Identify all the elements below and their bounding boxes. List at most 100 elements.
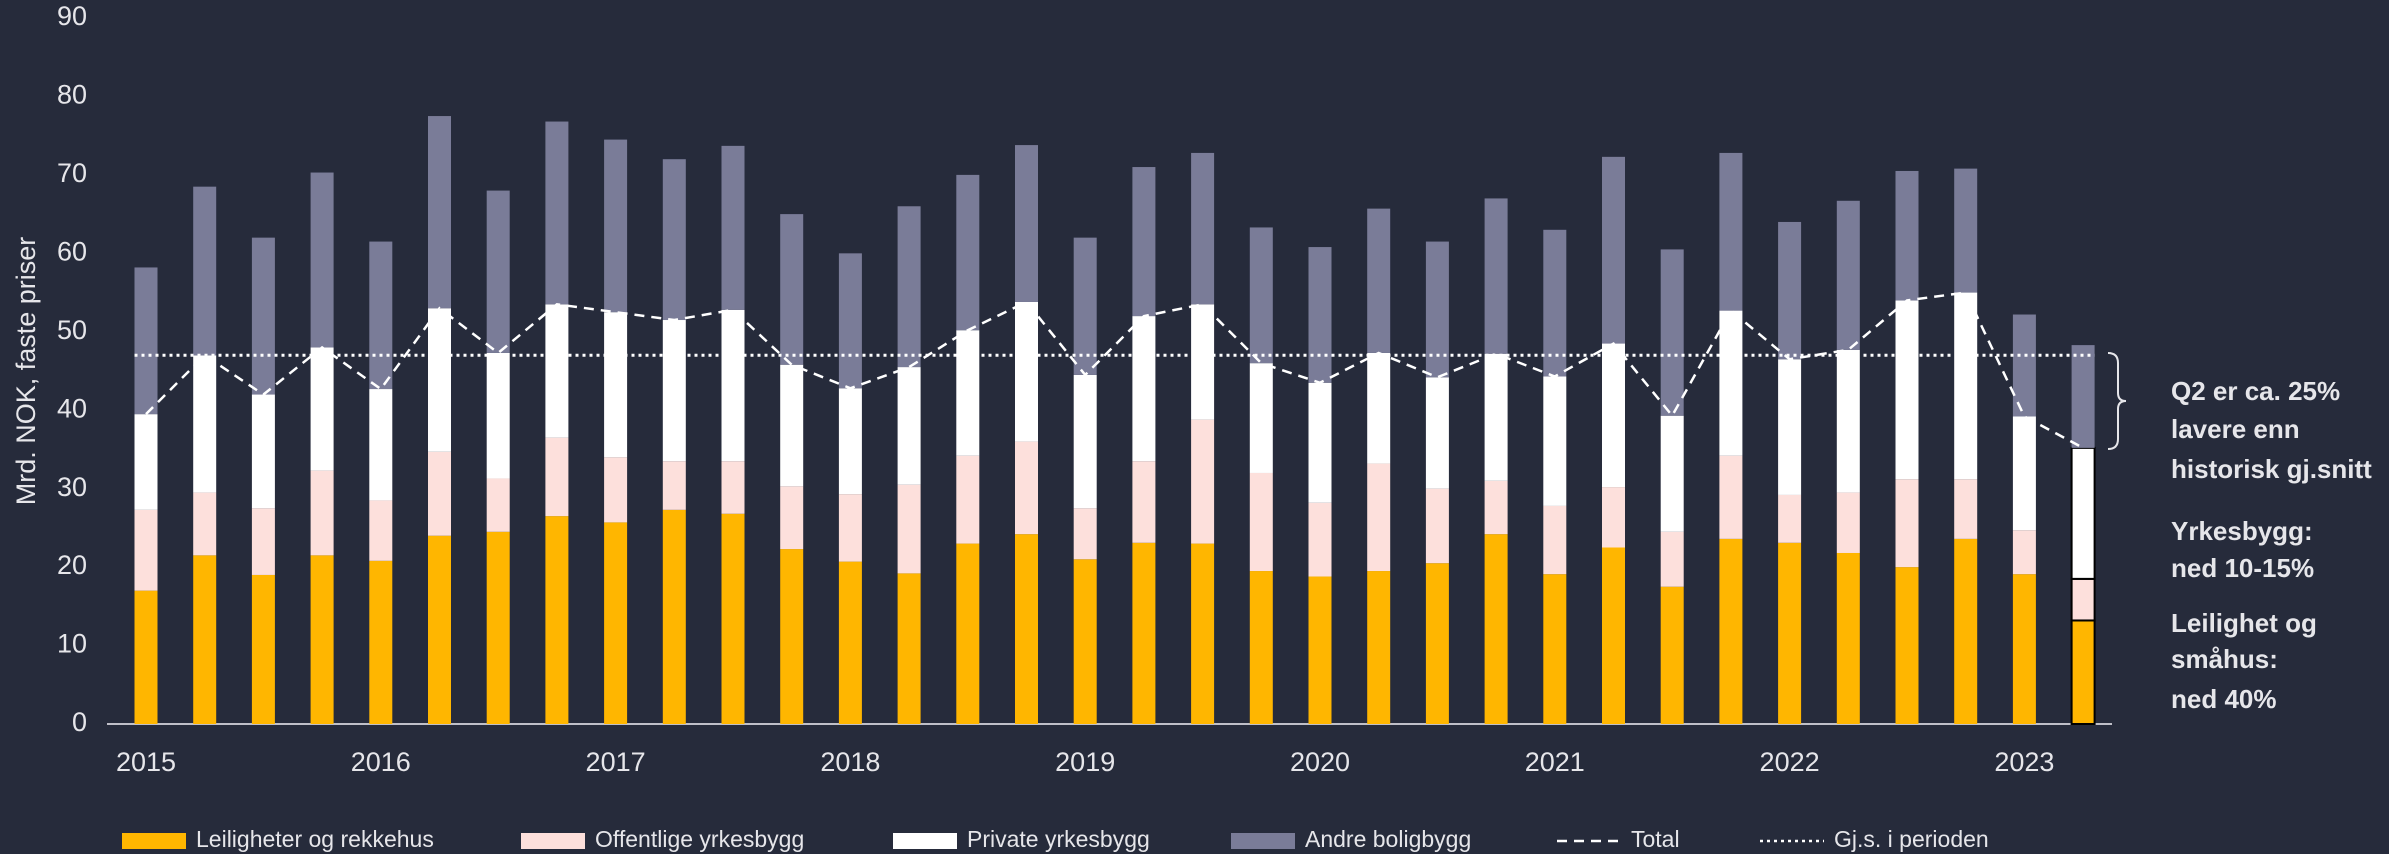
bar-segment (310, 172, 334, 348)
bar-segment (1308, 247, 1332, 383)
y-tick-label: 20 (57, 550, 87, 580)
x-tick-label: 2021 (1525, 747, 1585, 777)
bar-segment (369, 389, 393, 501)
bar-segment (1015, 301, 1038, 442)
bar-segment (369, 500, 393, 561)
bar-segment (545, 304, 569, 438)
bar-segment (1367, 352, 1391, 464)
legend-label: Andre boligbygg (1305, 826, 1471, 852)
bar-segment (193, 555, 217, 724)
bar-segment (2012, 530, 2036, 575)
bar-segment (2070, 619, 2096, 725)
y-tick-label: 60 (57, 236, 87, 266)
annotation: historisk gj.snitt (2171, 454, 2372, 484)
bar-segment (1132, 167, 1156, 317)
bar-segment (310, 470, 334, 556)
annotation: Yrkesbygg: (2171, 516, 2313, 546)
y-tick-label: 40 (57, 393, 87, 423)
bar-segment (1191, 304, 1215, 420)
bar-segment (1015, 145, 1038, 302)
bar-segment (1895, 170, 1919, 301)
bar-segment (956, 330, 980, 456)
bar-segment (1425, 377, 1449, 489)
bar-segment (1132, 461, 1156, 543)
bar-segment (1602, 487, 1625, 548)
x-tick-label: 2015 (116, 747, 176, 777)
bar-segment (1484, 480, 1508, 535)
bar-segment (428, 451, 451, 536)
bar-segment (1249, 363, 1273, 473)
y-tick-label: 10 (57, 629, 87, 659)
bar-segment (310, 555, 334, 724)
bar-segment (1249, 227, 1273, 364)
annotation: Leilighet og (2171, 608, 2317, 638)
y-tick-label: 30 (57, 472, 87, 502)
bar-segment (134, 509, 158, 591)
bar-segment (1367, 208, 1391, 353)
bar-segment (251, 574, 275, 724)
bar-segment (1484, 353, 1508, 481)
bar-segment (1543, 505, 1567, 575)
bar-segment (956, 455, 980, 544)
bar-segment (897, 367, 921, 485)
legend-swatch (1231, 833, 1295, 849)
bar-segment (2071, 345, 2095, 448)
bar-segment (251, 237, 275, 395)
bar-segment (1073, 508, 1097, 560)
bar-segment (134, 590, 158, 724)
bar-segment (662, 320, 686, 462)
bar-segment (2070, 577, 2096, 622)
x-tick-label: 2020 (1290, 747, 1350, 777)
bar-segment (1367, 463, 1391, 572)
bar-segment (1191, 543, 1215, 724)
bar-segment (1778, 542, 1802, 724)
bar-segment (1602, 156, 1625, 344)
bar-segment (1954, 168, 1978, 293)
bar-segment (780, 364, 804, 487)
annotation: ned 10-15% (2171, 553, 2314, 583)
bar-segment (1484, 534, 1508, 724)
bar-segment (1249, 472, 1273, 572)
y-tick-label: 50 (57, 315, 87, 345)
bar-segment (1660, 415, 1684, 532)
bar-segment (897, 573, 921, 724)
bar-segment (545, 121, 569, 305)
bar-segment (428, 535, 451, 724)
bar-segment (1602, 547, 1625, 724)
bar-segment (1543, 229, 1567, 377)
legend-label: Total (1631, 826, 1680, 852)
y-tick-label: 70 (57, 158, 87, 188)
y-tick-label: 0 (72, 707, 87, 737)
bar-segment (1132, 316, 1156, 462)
bar-segment (1719, 310, 1743, 456)
bar-segment (1543, 376, 1567, 506)
legend-label: Gj.s. i perioden (1834, 826, 1989, 852)
x-tick-label: 2019 (1055, 747, 1115, 777)
bar-segment (2012, 574, 2036, 724)
bar-segment (486, 478, 510, 532)
bar-segment (1425, 563, 1449, 724)
bar-segment (134, 414, 158, 510)
bar-segment (1719, 538, 1743, 724)
bar-segment (721, 145, 745, 310)
bar-segment (1367, 571, 1391, 724)
bar-segment (1836, 349, 1860, 493)
annotation: Q2 er ca. 25% (2171, 376, 2340, 406)
bar-segment (838, 253, 862, 389)
x-tick-label: 2017 (586, 747, 646, 777)
legend-swatch (893, 833, 957, 849)
bar-segment (956, 543, 980, 724)
bar-segment (545, 437, 569, 517)
bar-segment (1778, 494, 1802, 543)
bar-segment (662, 461, 686, 510)
legend-swatch (521, 833, 585, 849)
bar-segment (1836, 552, 1860, 724)
bar-segment (1602, 343, 1625, 488)
bar-segment (1015, 441, 1038, 535)
annotation: lavere enn (2171, 414, 2300, 444)
annotation: ned 40% (2171, 684, 2277, 714)
bar-segment (604, 312, 628, 458)
bar-segment (310, 347, 334, 471)
bar-segment (2012, 314, 2036, 417)
